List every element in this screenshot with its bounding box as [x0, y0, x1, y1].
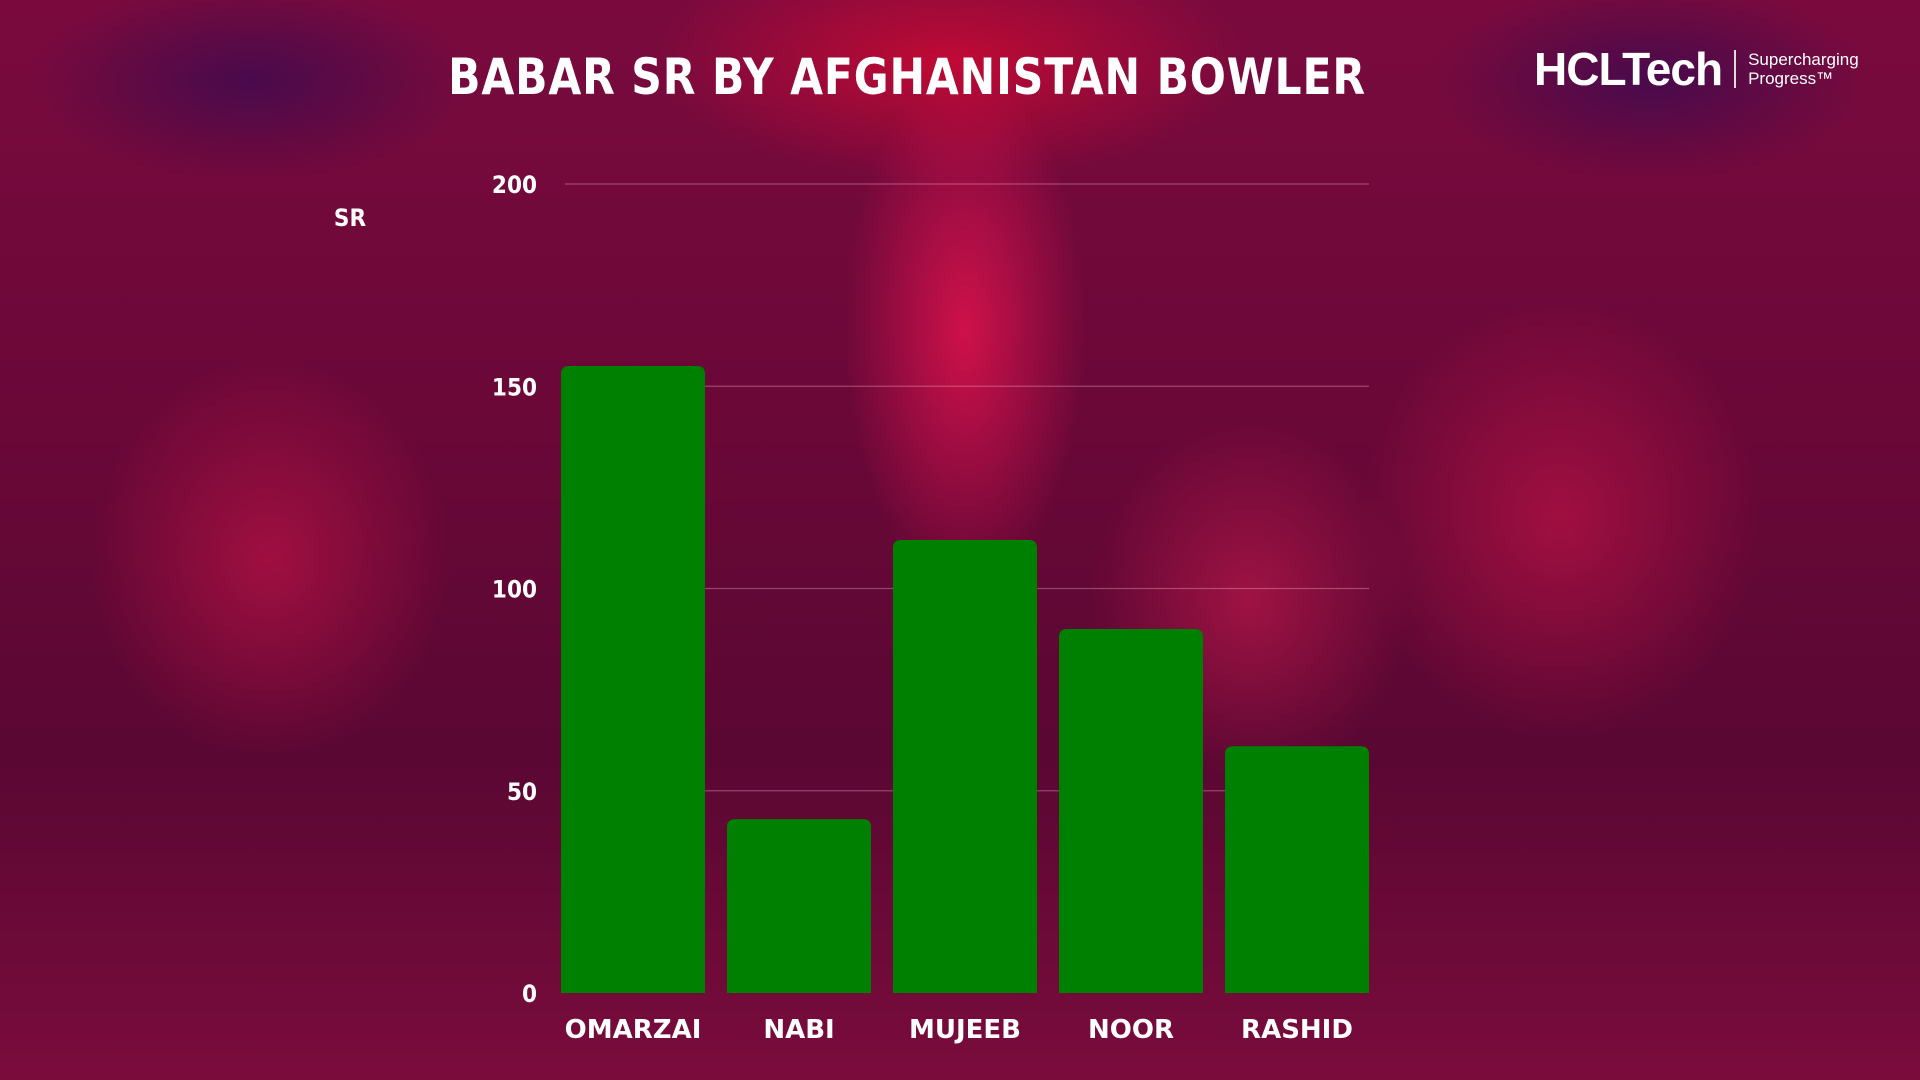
- y-tick-label: 0: [522, 980, 537, 1008]
- y-tick-label: 100: [492, 576, 537, 604]
- logo-divider: [1734, 50, 1737, 88]
- logo-brand: HCLTech: [1534, 43, 1723, 95]
- bar-rashid: [1225, 746, 1369, 993]
- x-tick-label: OMARZAI: [565, 1015, 702, 1045]
- bar-noor: [1059, 628, 1203, 993]
- x-tick-label: RASHID: [1241, 1015, 1353, 1045]
- y-axis-label: SR: [334, 204, 367, 232]
- x-tick-label: MUJEEB: [909, 1015, 1021, 1045]
- chart-title: BABAR SR BY AFGHANISTAN BOWLER: [448, 48, 1366, 106]
- y-tick-label: 150: [492, 373, 537, 401]
- bar-nabi: [727, 819, 871, 993]
- hcltech-logo: HCLTech Supercharging Progress™: [1534, 42, 1859, 96]
- logo-tagline: Supercharging Progress™: [1748, 50, 1859, 88]
- bar-omarzai: [561, 366, 705, 993]
- bar-mujeeb: [893, 539, 1037, 993]
- y-tick-label: 50: [507, 778, 537, 806]
- x-tick-label: NOOR: [1088, 1015, 1174, 1045]
- x-tick-label: NABI: [763, 1015, 834, 1045]
- y-tick-label: 200: [492, 171, 537, 199]
